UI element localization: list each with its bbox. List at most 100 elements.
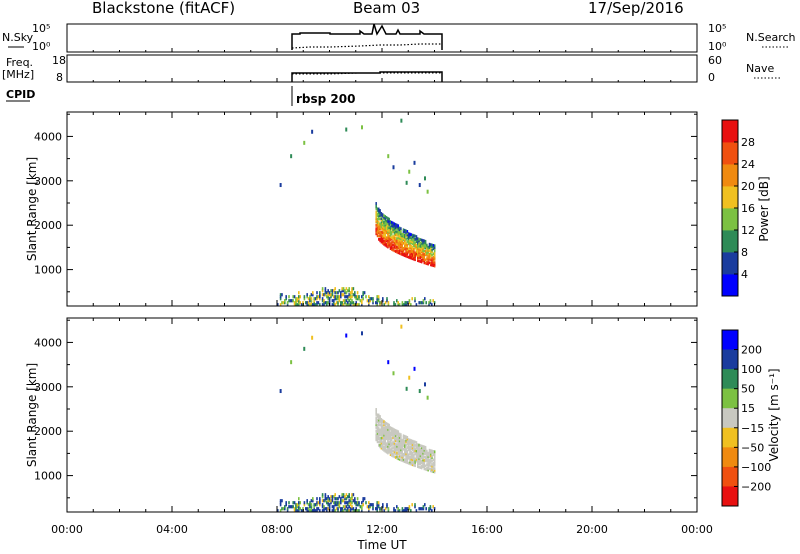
echo-cell [298,509,300,513]
echo-cell [387,237,389,240]
echo-cell [376,232,379,236]
echo-cell [380,217,383,220]
echo-point [387,360,390,365]
echo-cell [379,431,381,435]
echo-cell [342,303,345,307]
echo-cell [405,438,407,442]
echo-cell [277,509,279,513]
velocity-frame [66,317,698,513]
echo-cell [295,509,297,513]
echo-cell [393,430,396,433]
echo-cell [383,227,385,231]
echo-cell [381,447,384,451]
echo-cell [347,297,349,301]
echo-cell [388,219,390,223]
echo-cell [392,243,394,247]
echo-cell [387,222,389,225]
echo-cell [375,213,377,217]
echo-cell [414,464,416,468]
freq-right-tick-top: 60 [708,54,722,67]
echo-cell [414,299,416,303]
echo-cell [393,435,396,438]
echo-cell [296,509,299,513]
echo-cell [423,452,426,456]
echo-cell [407,255,410,259]
echo-cell [292,299,294,303]
echo-cell [383,428,385,432]
echo-cell [406,456,409,460]
echo-cell [427,468,429,472]
echo-cell [378,415,380,419]
echo-cell [302,507,304,511]
echo-cell [417,240,419,244]
echo-cell [333,299,335,303]
echo-cell [279,499,282,503]
echo-cell [406,452,409,456]
echo-cell [391,242,393,246]
echo-cell [398,251,401,255]
echo-cell [398,233,401,237]
echo-cell [348,289,350,293]
colorbar-tick-label: 28 [741,136,755,149]
echo-cell [411,463,414,467]
echo-cell [316,501,318,505]
echo-cell [427,254,429,258]
echo-cell [323,507,325,511]
echo-cell [424,297,426,301]
echo-cell [398,456,401,460]
echo-cell [309,505,311,509]
echo-cell [387,238,389,242]
echo-cell [410,456,413,459]
echo-cell [413,440,415,444]
echo-cell [382,503,384,507]
echo-cell [428,303,430,307]
echo-cell [404,434,406,438]
echo-cell [413,457,415,460]
echo-cell [420,451,423,455]
echo-cell [313,299,315,303]
echo-cell [349,295,352,299]
echo-cell [306,295,308,299]
cpid-label: CPID [6,88,35,101]
echo-cell [323,301,325,305]
echo-cell [432,247,435,251]
echo-cell [394,243,397,247]
echo-cell [392,226,394,230]
echo-cell [382,505,384,509]
echo-point [405,180,408,185]
echo-cell [379,232,381,236]
echo-cell [428,450,431,454]
echo-cell [385,432,388,436]
echo-cell [417,255,419,259]
echo-cell [330,499,332,503]
echo-cell [406,442,409,446]
echo-cell [391,222,393,226]
echo-cell [333,507,335,511]
echo-cell [419,246,422,250]
echo-cell [344,289,346,293]
echo-cell [426,466,428,470]
echo-cell [411,451,414,455]
echo-cell [413,445,415,449]
echo-cell [414,460,416,464]
echo-cell [433,468,436,472]
echo-cell [410,447,413,451]
echo-point [290,360,293,365]
echo-cell [417,252,419,256]
echo-cell [411,456,414,460]
echo-cell [285,295,287,299]
echo-cell [380,433,383,437]
echo-cell [422,252,424,256]
echo-cell [427,249,429,252]
echo-cell [356,509,359,513]
echo-cell [410,439,413,443]
echo-cell [404,453,406,457]
echo-cell [378,214,380,218]
echo-cell [400,455,402,458]
echo-cell [328,291,331,295]
echo-cell [380,438,383,442]
echo-cell [384,424,387,428]
echo-cell [340,507,342,511]
echo-cell [354,293,356,297]
echo-cell [402,230,405,233]
